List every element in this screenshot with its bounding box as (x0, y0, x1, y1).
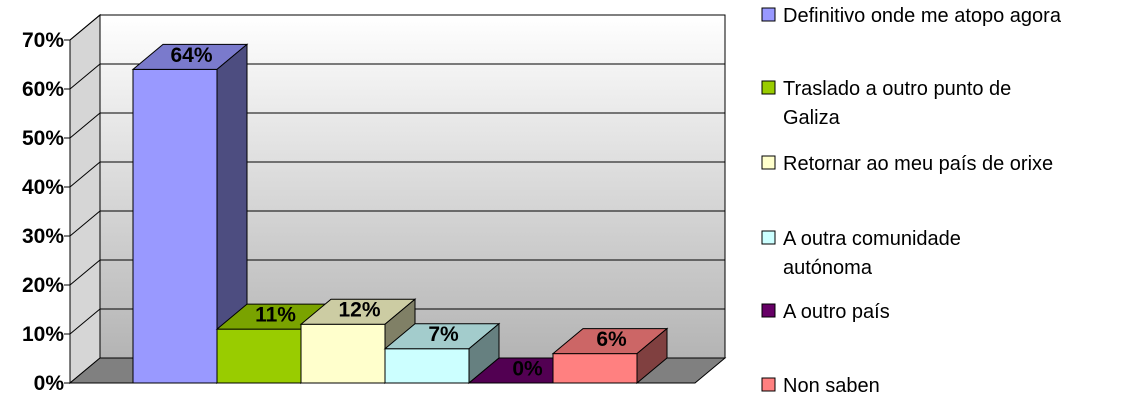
bar-4 (383, 322, 501, 385)
gridline (69, 210, 725, 237)
data-label: 64% (170, 44, 212, 67)
bars (131, 43, 669, 385)
legend-item-6: Non saben (761, 375, 880, 396)
data-label: 7% (428, 323, 459, 346)
legend-label: A outra comunidade (783, 228, 961, 250)
legend: Definitivo onde me atopo agora Traslado a… (761, 5, 1062, 396)
gridline (69, 308, 725, 335)
data-labels: 64% 11% 12% 7% 0% 6% (170, 44, 627, 381)
legend-label: Galiza (783, 107, 841, 129)
y-tick-label: 10% (22, 323, 64, 346)
y-tick-label: 70% (22, 29, 64, 52)
gridline (69, 259, 725, 286)
bar-front (300, 323, 386, 384)
y-tick-label: 0% (34, 372, 65, 395)
gridline (69, 112, 725, 139)
y-tick-label: 20% (22, 274, 64, 297)
legend-label: Traslado a outro punto de (783, 78, 1011, 100)
legend-label: Definitivo onde me atopo agora (783, 5, 1062, 27)
legend-item-2: Traslado a outro punto de Galiza (761, 78, 1011, 129)
gridline (69, 161, 725, 188)
bar-side (636, 327, 668, 385)
legend-swatch (761, 230, 776, 245)
legend-item-5: A outro país (761, 301, 890, 323)
data-label: 6% (596, 328, 627, 351)
bar-front (384, 348, 470, 384)
data-label: 0% (512, 358, 543, 381)
legend-item-1: Definitivo onde me atopo agora (761, 5, 1062, 27)
gridline (69, 63, 725, 90)
legend-label: Non saben (783, 375, 880, 396)
y-tick-label: 50% (22, 127, 64, 150)
legend-swatch (761, 155, 776, 170)
legend-label: A outro país (783, 301, 890, 323)
legend-swatch (761, 303, 776, 318)
data-label: 11% (255, 304, 296, 327)
y-tick-label: 60% (22, 78, 64, 101)
bar-1 (131, 43, 249, 385)
legend-swatch (761, 7, 776, 22)
bar-6 (551, 327, 669, 385)
bar-front (552, 353, 638, 384)
y-axis-ticks: 0% 10% 20% 30% 40% 50% 60% 70% (22, 29, 64, 395)
legend-swatch (761, 377, 776, 392)
gridline (69, 14, 725, 41)
bar-front (216, 328, 302, 384)
y-tick-label: 40% (22, 176, 64, 199)
legend-item-3: Retornar ao meu país de orixe (761, 153, 1053, 175)
bar-front (132, 68, 218, 384)
y-tick-label: 30% (22, 225, 64, 248)
legend-item-4: A outra comunidade autónoma (761, 228, 961, 279)
legend-label: Retornar ao meu país de orixe (783, 153, 1053, 175)
side-wall (69, 13, 101, 385)
legend-swatch (761, 80, 776, 95)
data-label: 12% (338, 299, 380, 322)
legend-label: autónoma (783, 257, 873, 279)
